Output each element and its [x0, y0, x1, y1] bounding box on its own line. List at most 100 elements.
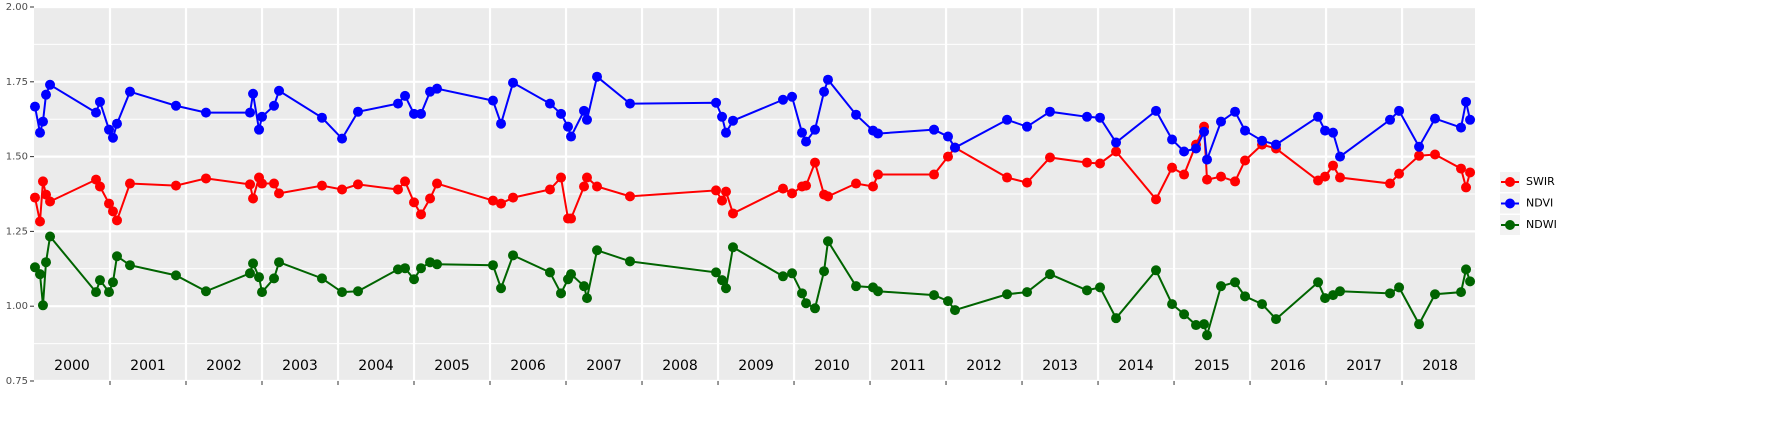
data-point	[1151, 105, 1162, 116]
data-point	[244, 107, 255, 118]
data-point	[1257, 299, 1268, 310]
data-point	[727, 115, 738, 126]
data-point	[1022, 287, 1033, 298]
data-point	[720, 283, 731, 294]
data-point	[316, 273, 327, 284]
data-point	[107, 206, 118, 217]
data-point	[1313, 277, 1324, 288]
y-tick-label: 1.00	[6, 301, 28, 312]
data-point	[1082, 111, 1093, 122]
data-point	[555, 108, 566, 119]
data-point	[400, 263, 411, 274]
data-point	[409, 274, 420, 285]
legend-label: NDWI	[1526, 218, 1557, 231]
data-point	[274, 188, 285, 199]
data-point	[1216, 116, 1227, 127]
year-label: 2001	[130, 358, 166, 374]
legend-point	[1505, 198, 1515, 209]
data-point	[416, 209, 427, 220]
data-point	[581, 172, 592, 183]
data-point	[1002, 289, 1013, 300]
data-point	[867, 181, 878, 192]
data-point	[1044, 106, 1055, 117]
data-point	[35, 127, 46, 138]
data-point	[432, 83, 443, 94]
data-point	[592, 245, 603, 256]
data-point	[562, 121, 573, 132]
data-point	[1430, 149, 1441, 160]
data-point	[1461, 264, 1472, 275]
data-point	[29, 101, 40, 112]
year-label: 2017	[1346, 358, 1382, 374]
data-point	[555, 172, 566, 183]
year-label: 2013	[1042, 358, 1078, 374]
data-point	[579, 181, 590, 192]
data-point	[45, 79, 56, 90]
data-point	[929, 290, 940, 301]
data-point	[1082, 157, 1093, 168]
data-point	[94, 96, 105, 107]
year-label: 2008	[662, 358, 698, 374]
data-point	[801, 136, 812, 147]
data-point	[1385, 178, 1396, 189]
data-point	[873, 169, 884, 180]
data-point	[1230, 176, 1241, 187]
data-point	[45, 231, 56, 242]
data-point	[797, 288, 808, 299]
data-point	[711, 267, 722, 278]
year-label: 2006	[510, 358, 546, 374]
data-point	[625, 256, 636, 267]
y-tick-label: 1.50	[6, 152, 28, 163]
data-point	[555, 288, 566, 299]
data-point	[1111, 137, 1122, 148]
data-point	[392, 184, 403, 195]
data-point	[1394, 168, 1405, 179]
data-point	[1320, 125, 1331, 136]
data-point	[1044, 152, 1055, 163]
data-point	[35, 216, 46, 227]
data-point	[1328, 160, 1339, 171]
data-point	[797, 127, 808, 138]
data-point	[104, 287, 115, 298]
data-point	[720, 186, 731, 197]
data-point	[274, 257, 285, 268]
data-point	[943, 131, 954, 142]
data-point	[1230, 277, 1241, 288]
data-point	[544, 98, 555, 109]
data-point	[274, 85, 285, 96]
legend-point	[1505, 177, 1515, 187]
data-point	[1335, 151, 1346, 162]
data-point	[1328, 127, 1339, 138]
data-point	[1335, 172, 1346, 183]
data-point	[1216, 281, 1227, 292]
data-point	[787, 91, 798, 102]
year-label: 2002	[206, 358, 242, 374]
data-point	[1199, 319, 1210, 330]
data-point	[1456, 287, 1467, 298]
data-point	[94, 275, 105, 286]
data-point	[579, 281, 590, 292]
data-point	[1022, 121, 1033, 132]
data-point	[200, 286, 211, 297]
data-point	[1335, 286, 1346, 297]
year-label: 2004	[358, 358, 394, 374]
data-point	[29, 262, 40, 273]
data-point	[170, 180, 181, 191]
data-point	[170, 270, 181, 281]
data-point	[111, 215, 122, 226]
data-point	[1414, 150, 1425, 161]
data-point	[819, 266, 830, 277]
legend-point	[1505, 220, 1515, 230]
data-point	[1240, 291, 1251, 302]
data-point	[487, 95, 498, 106]
data-point	[1179, 169, 1190, 180]
data-point	[851, 109, 862, 120]
data-point	[107, 277, 118, 288]
data-point	[809, 124, 820, 135]
data-point	[104, 124, 115, 135]
data-point	[107, 132, 118, 143]
data-point	[1190, 143, 1201, 154]
data-point	[37, 116, 48, 127]
y-tick-label: 1.25	[6, 226, 28, 237]
data-point	[1202, 154, 1213, 165]
